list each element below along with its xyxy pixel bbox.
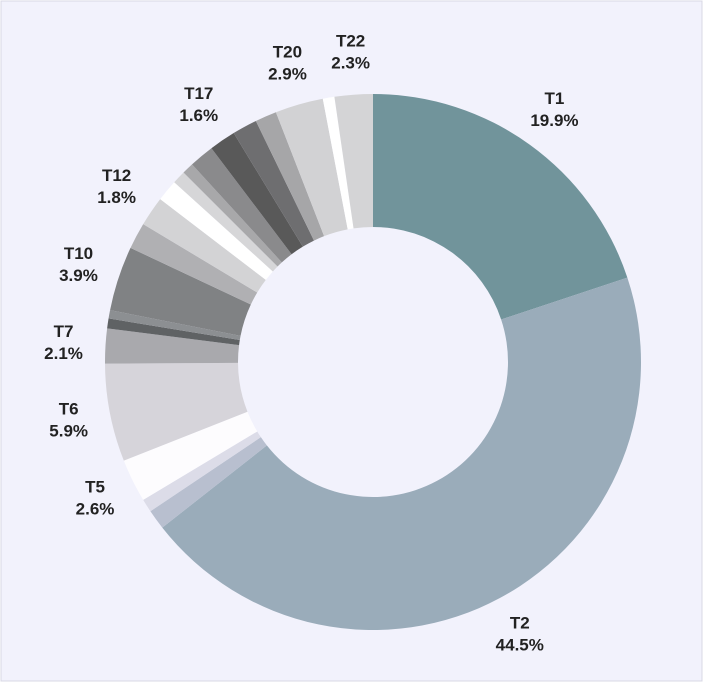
donut-segment [183, 164, 282, 267]
segment-label: T5 [85, 478, 105, 497]
donut-segment [160, 182, 273, 280]
donut-segment [108, 310, 241, 341]
donut-segment [123, 411, 258, 500]
segment-value-label: 2.9% [268, 65, 307, 84]
donut-segment [373, 94, 628, 320]
donut-segment [143, 199, 266, 293]
donut-segment [275, 98, 348, 237]
segment-value-label: 2.3% [331, 53, 370, 72]
segment-label: T7 [54, 322, 74, 341]
donut-segment [143, 431, 261, 512]
donut-segment [105, 362, 248, 461]
donut-segment [322, 96, 354, 230]
donut-segment [105, 328, 240, 364]
donut-segment [233, 120, 314, 247]
segment-label: T22 [336, 31, 365, 50]
segment-value-label: 1.8% [97, 188, 136, 207]
segment-value-label: 2.6% [76, 500, 115, 519]
segment-value-label: 19.9% [530, 111, 578, 130]
segment-label: T20 [273, 43, 302, 62]
segment-value-label: 44.5% [496, 636, 544, 655]
segment-value-label: 3.9% [59, 266, 98, 285]
donut-segment [130, 224, 258, 305]
segment-label: T6 [59, 400, 79, 419]
segment-value-label: 5.9% [49, 422, 88, 441]
donut-segment [255, 112, 325, 241]
donut-segment [211, 133, 303, 255]
donut-segment [192, 148, 292, 263]
donut-segment [150, 437, 267, 528]
donut-segment [174, 172, 278, 272]
donut-segment [107, 318, 240, 346]
donut-segment [162, 277, 642, 630]
donut-segment [110, 247, 251, 336]
segment-value-label: 1.6% [179, 106, 218, 125]
segment-label: T17 [184, 84, 213, 103]
segment-label: T12 [102, 166, 131, 185]
segment-value-label: 2.1% [44, 344, 83, 363]
segment-label: T2 [510, 614, 530, 633]
segment-label: T10 [64, 244, 93, 263]
donut-segment [334, 94, 373, 229]
segment-label: T1 [545, 89, 565, 108]
